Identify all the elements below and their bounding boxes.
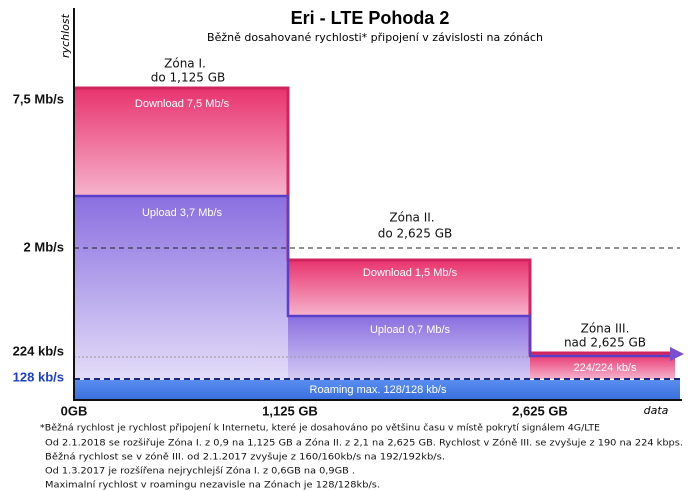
zone-name: Zóna I. (164, 57, 206, 71)
zone2-download (288, 260, 530, 316)
bar-label: Download 7,5 Mb/s (135, 98, 230, 110)
y-label: 2 Mb/s (24, 239, 64, 254)
zone3-band (530, 354, 675, 379)
title: Eri - LTE Pohoda 2 (291, 8, 450, 28)
zone1-upload (74, 196, 288, 400)
note: Od 2.1.2018 se rozšiřuje Zóna I. z 0,9 n… (45, 438, 683, 449)
bar-label: Download 1,5 Mb/s (363, 267, 458, 279)
zone-name: Zóna II. (389, 211, 434, 225)
y-label: 7,5 Mb/s (13, 91, 64, 106)
roaming-label: Roaming max. 128/128 kb/s (310, 384, 447, 396)
note: *Běžná rychlost je rychlost připojení k … (40, 423, 600, 434)
roaming-band (74, 380, 680, 399)
arrow (670, 347, 684, 361)
download-step (74, 86, 672, 355)
x-label: 2,625 GB (512, 403, 568, 418)
zone-name: Zóna III. (581, 322, 630, 336)
y-label: 224 kb/s (13, 343, 64, 358)
bar-label: Upload 0,7 Mb/s (370, 324, 451, 336)
x-label: 0GB (61, 403, 88, 418)
note: Běžná rychlost se v zóně III. od 2.1.201… (45, 452, 445, 463)
x-axis-label: data (644, 404, 669, 417)
y-label: 128 kb/s (13, 369, 64, 384)
zone-range: nad 2,625 GB (564, 336, 646, 350)
x-label: 1,125 GB (262, 403, 318, 418)
upload-step (74, 194, 672, 358)
note: Od 1.3.2017 je rozšířena nejrychlejší Zó… (45, 466, 355, 477)
zone-range: do 2,625 GB (378, 227, 452, 241)
bar-label: Upload 3,7 Mb/s (142, 207, 223, 219)
zone1-download (74, 88, 288, 196)
zone-range: do 1,125 GB (151, 71, 225, 85)
subtitle: Běžně dosahované rychlosti* připojení v … (207, 31, 543, 44)
note: Maximalní rychlost v roamingu nezavisle … (45, 480, 380, 491)
y-axis-label: rychlost (59, 13, 72, 58)
bar-label: 224/224 kb/s (574, 362, 637, 374)
